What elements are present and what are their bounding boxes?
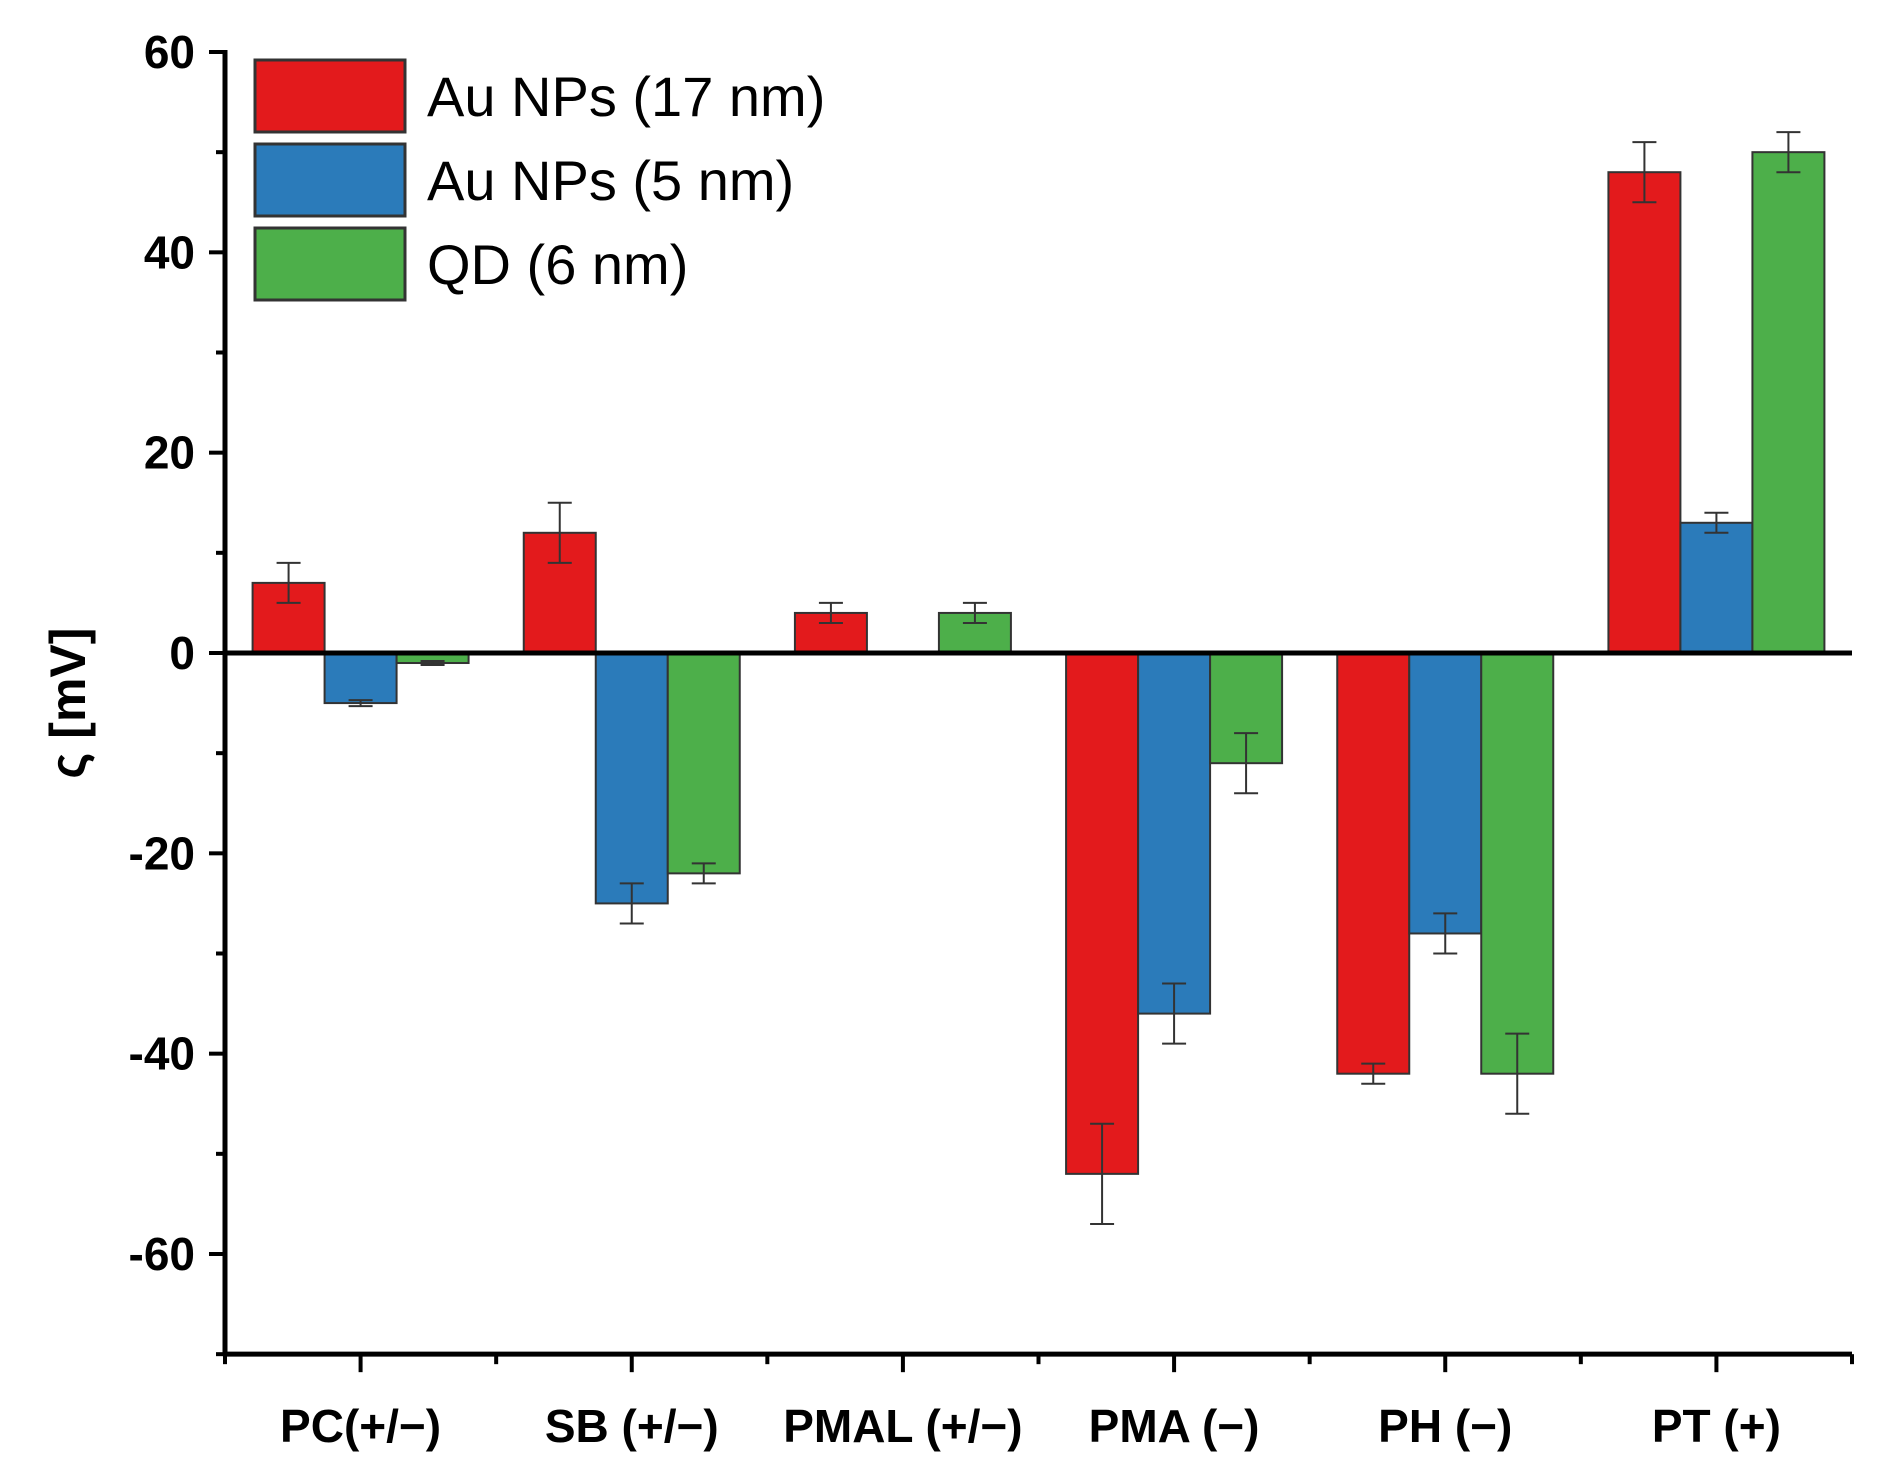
legend-label: Au NPs (5 nm) [427,149,794,212]
y-tick-label: 20 [144,427,195,479]
x-tick-label: PMAL (+/−) [783,1400,1022,1452]
legend-item-0: Au NPs (17 nm) [253,58,825,134]
legend: Au NPs (17 nm) Au NPs (5 nm) QD (6 nm) [253,58,825,302]
legend-label: QD (6 nm) [427,233,688,296]
y-tick-label: 40 [144,226,195,278]
bars-layer [251,151,1826,1175]
bar-4-2 [1480,652,1555,1075]
error-bar-5-2 [1776,131,1801,174]
error-bar-4-0 [1361,1062,1386,1085]
y-tick-label: 0 [169,627,195,679]
y-axis-title: ς [mV] [40,628,96,779]
error-bar-0-1 [348,699,373,708]
error-bar-5-1 [1704,511,1729,534]
error-bar-2-0 [818,601,843,624]
y-tick-label: -20 [129,827,195,879]
legend-swatch [253,226,407,302]
y-tick-label: -60 [129,1228,195,1280]
error-bar-4-1 [1433,912,1458,955]
legend-item-1: Au NPs (5 nm) [253,142,794,218]
error-bars-layer [276,131,1801,1225]
bar-3-0 [1065,652,1140,1175]
bar-4-1 [1408,652,1483,935]
bar-5-0 [1607,171,1682,654]
x-tick-label: SB (+/−) [545,1400,719,1452]
bar-1-1 [594,652,669,905]
x-tick-label: PC(+/−) [280,1400,441,1452]
legend-label: Au NPs (17 nm) [427,65,825,128]
legend-swatch [253,58,407,134]
error-bar-3-1 [1162,982,1187,1045]
error-bar-2-2 [962,601,987,624]
y-tick-label: 60 [144,26,195,78]
x-tick-label: PT (+) [1652,1400,1781,1452]
axes-layer [209,50,1854,1373]
bar-4-0 [1336,652,1411,1075]
error-bar-4-2 [1505,1032,1530,1115]
error-bar-1-1 [619,882,644,925]
bar-5-1 [1679,521,1754,654]
legend-item-2: QD (6 nm) [253,226,688,302]
bar-1-2 [666,652,741,875]
x-tick-label: PH (−) [1378,1400,1512,1452]
bar-5-2 [1751,151,1826,655]
legend-swatch [253,142,407,218]
labels-layer: 60 40 20 0 -20 -40 -60 PC(+/−) SB (+/−) PMAL (+/−… [40,26,1781,1452]
error-bar-3-2 [1234,732,1259,795]
error-bar-1-2 [691,862,716,885]
bar-3-1 [1137,652,1212,1015]
error-bar-0-0 [276,561,301,604]
error-bar-5-0 [1632,141,1657,204]
error-bar-0-2 [420,660,445,667]
x-tick-label: PMA (−) [1089,1400,1260,1452]
error-bar-1-0 [547,501,572,564]
bar-0-1 [323,652,398,705]
error-bar-3-0 [1090,1122,1115,1225]
y-tick-label: -40 [129,1028,195,1080]
